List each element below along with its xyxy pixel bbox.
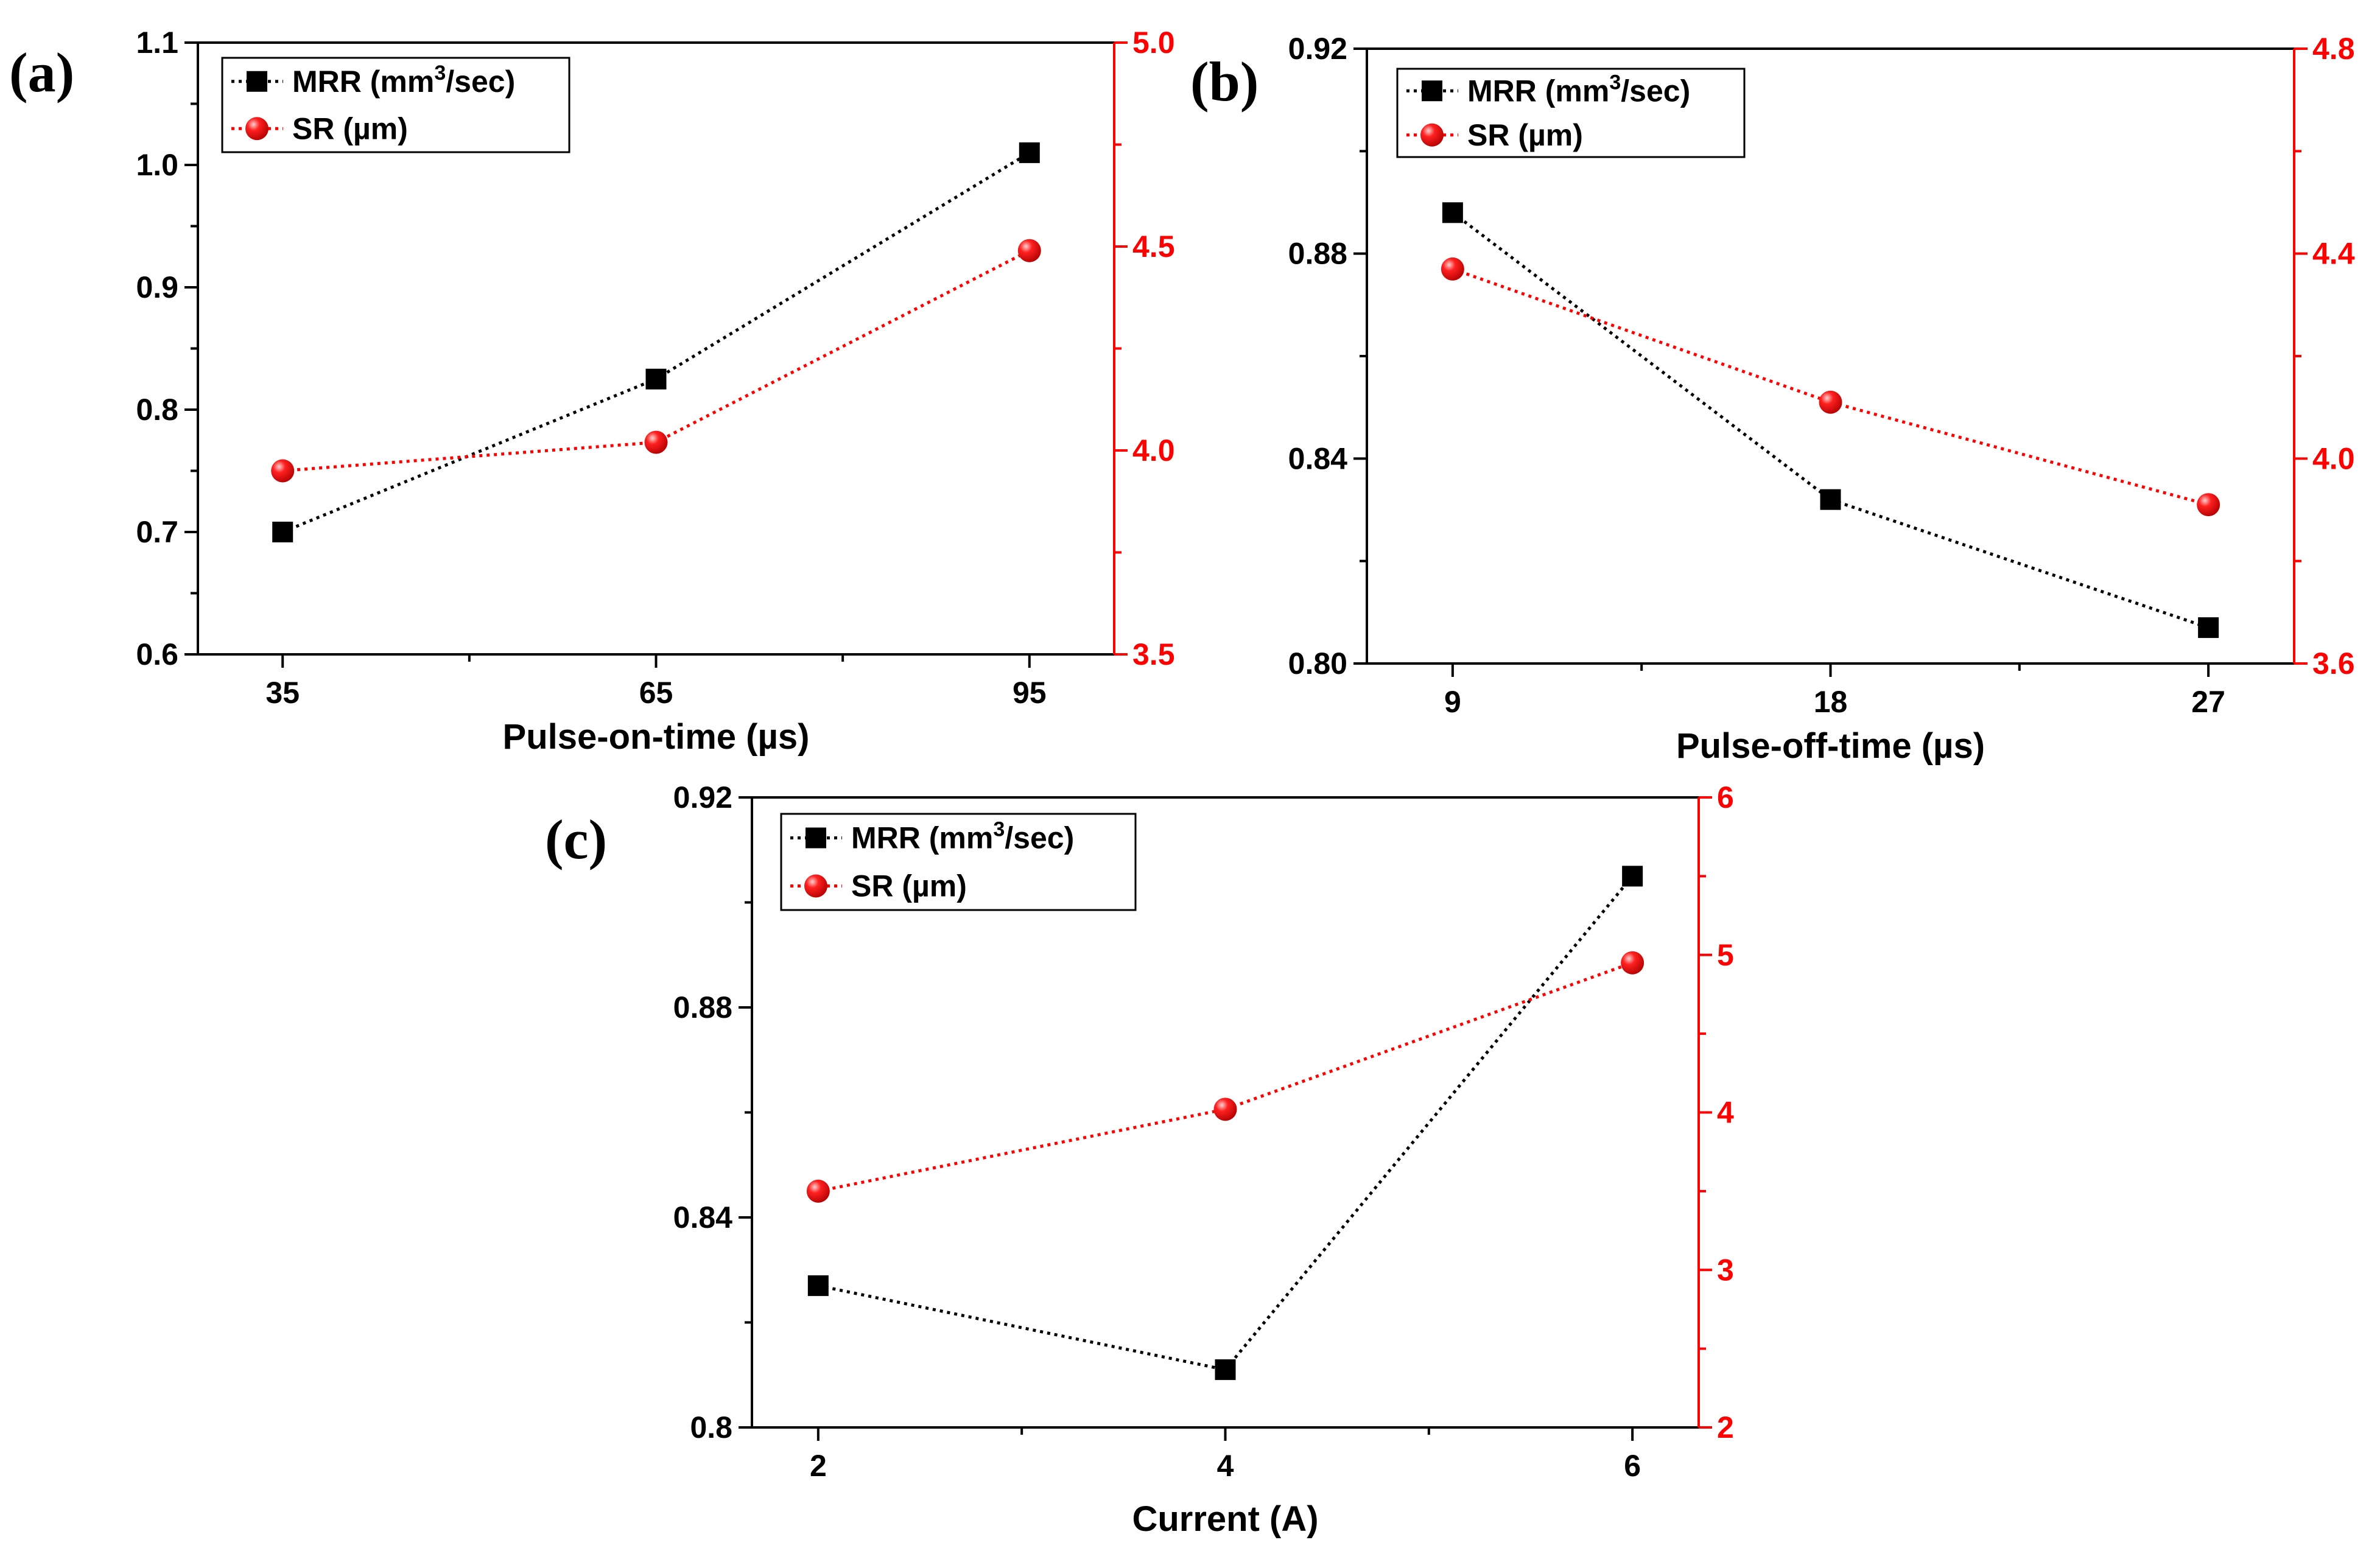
mrr-point (807, 1275, 829, 1297)
legend: MRR (mm3/sec) SR (µm) (780, 813, 1137, 911)
x-tick-label: 65 (639, 676, 673, 710)
legend: MRR (mm3/sec) SR (µm) (221, 57, 570, 153)
legend-label-superscript: 3 (993, 818, 1005, 841)
series-line-mrr (282, 151, 1031, 534)
mrr-point (272, 522, 293, 542)
series-line-sr (818, 961, 1633, 1193)
x-tick-label: 2 (810, 1449, 827, 1483)
legend-label-tail: /sec) (446, 65, 515, 99)
x-tick-label: 95 (1013, 676, 1047, 710)
panel-label: (a) (9, 41, 74, 103)
right-y-tick-label: 4.0 (1132, 433, 1175, 467)
left-y-tick-label: 0.88 (1288, 237, 1347, 271)
right-y-tick-label: 2 (1717, 1410, 1734, 1444)
mrr-point (2198, 617, 2219, 639)
x-axis-label: Pulse-off-time (µs) (1676, 726, 1985, 766)
legend-label-tail: /sec) (1621, 74, 1690, 108)
sr-point (2197, 493, 2220, 517)
legend-label: MRR (mm3/sec) (851, 818, 1074, 855)
right-y-tick-label: 4 (1717, 1096, 1734, 1130)
mrr-point (1820, 489, 1841, 510)
legend-square-marker (806, 827, 826, 849)
mrr-point (1019, 142, 1040, 163)
panel-c: 2 4 6 0.8 0.84 0.88 0.92 2 3 4 5 6 Current (A) (c) MRR… (545, 780, 1734, 1539)
legend-circle-marker (245, 117, 269, 141)
legend-label-superscript: 3 (1609, 71, 1621, 94)
x-tick-label: 4 (1217, 1449, 1234, 1483)
mrr-point (1215, 1359, 1236, 1381)
sr-point (1819, 390, 1842, 414)
legend-label-main: SR (µm) (1467, 118, 1583, 152)
left-y-tick-label: 0.8 (690, 1410, 732, 1444)
right-y-tick-label: 3.6 (2312, 646, 2355, 681)
series-line-mrr (1452, 211, 2209, 629)
legend-square-marker (247, 71, 267, 92)
left-y-tick-label: 0.7 (136, 515, 178, 549)
legend-label: SR (µm) (851, 869, 967, 903)
series-line-sr (1452, 267, 2209, 506)
legend-label-main: SR (µm) (292, 111, 408, 145)
panel-label: (c) (545, 808, 607, 870)
right-y-tick-label: 4.0 (2312, 441, 2355, 475)
sr-point (1621, 951, 1645, 975)
left-y-tick-label: 0.8 (136, 393, 178, 427)
mrr-point (645, 368, 667, 390)
panel-b: 9 18 27 0.80 0.84 0.88 0.92 3.6 4.0 4.4 4.8 Pulse-o… (1190, 32, 2355, 766)
left-y-tick-label: 0.84 (1288, 441, 1348, 475)
x-tick-label: 27 (2191, 685, 2225, 719)
right-y-tick-label: 6 (1717, 780, 1734, 814)
legend-box (221, 57, 570, 153)
legend: MRR (mm3/sec) SR (µm) (1396, 68, 1746, 158)
left-y-tick-label: 0.84 (673, 1200, 733, 1234)
left-y-tick-label: 0.80 (1288, 646, 1347, 681)
panel-label: (b) (1190, 51, 1258, 113)
sr-point (644, 430, 668, 454)
left-y-tick-label: 0.92 (1288, 32, 1347, 66)
legend-label: MRR (mm3/sec) (1467, 71, 1690, 108)
right-y-tick-label: 3 (1717, 1253, 1734, 1287)
legend-box (780, 813, 1137, 911)
right-y-tick-label: 5 (1717, 938, 1734, 972)
left-y-tick-label: 0.88 (673, 990, 732, 1024)
legend-label-main: MRR (mm (1467, 74, 1609, 108)
legend-label-main: MRR (mm (851, 821, 993, 855)
x-tick-label: 18 (1814, 685, 1848, 719)
sr-point (1441, 257, 1464, 281)
x-axis-label: Current (A) (1132, 1499, 1318, 1539)
mrr-point (1442, 202, 1463, 223)
legend-label-superscript: 3 (434, 61, 446, 85)
legend-square-marker (1422, 80, 1442, 102)
legend-label: SR (µm) (292, 111, 408, 145)
left-y-tick-label: 0.6 (136, 637, 178, 671)
x-tick-label: 9 (1444, 685, 1461, 719)
mrr-point (1622, 866, 1643, 887)
legend-box (1396, 68, 1746, 158)
left-y-tick-label: 0.92 (673, 780, 732, 814)
x-tick-label: 6 (1624, 1449, 1641, 1483)
panel-a: 35 65 95 0.6 0.7 0.8 0.9 1.0 1.1 3.5 4.0 4.5 5.0 Puls… (9, 26, 1175, 757)
legend-circle-marker (1420, 123, 1444, 147)
sr-point (1017, 239, 1041, 262)
right-y-tick-label: 4.4 (2312, 237, 2355, 271)
sr-point (1213, 1098, 1237, 1121)
legend-label: MRR (mm3/sec) (292, 61, 515, 99)
legend-label-main: MRR (mm (292, 65, 434, 99)
x-tick-label: 35 (265, 676, 300, 710)
right-y-tick-label: 4.8 (2312, 32, 2355, 66)
sr-point (271, 459, 295, 483)
right-y-tick-label: 3.5 (1132, 637, 1175, 671)
left-y-tick-label: 1.1 (136, 26, 178, 60)
left-y-tick-label: 1.0 (136, 148, 178, 182)
left-y-tick-label: 0.9 (136, 270, 178, 304)
x-axis-label: Pulse-on-time (µs) (503, 717, 810, 757)
legend-label: SR (µm) (1467, 118, 1583, 152)
legend-circle-marker (804, 874, 827, 898)
sr-point (806, 1179, 830, 1203)
right-y-tick-label: 5.0 (1132, 26, 1175, 60)
series-line-mrr (818, 875, 1634, 1371)
right-y-tick-label: 4.5 (1132, 229, 1175, 264)
legend-label-tail: /sec) (1005, 821, 1074, 855)
legend-label-main: SR (µm) (851, 869, 967, 903)
